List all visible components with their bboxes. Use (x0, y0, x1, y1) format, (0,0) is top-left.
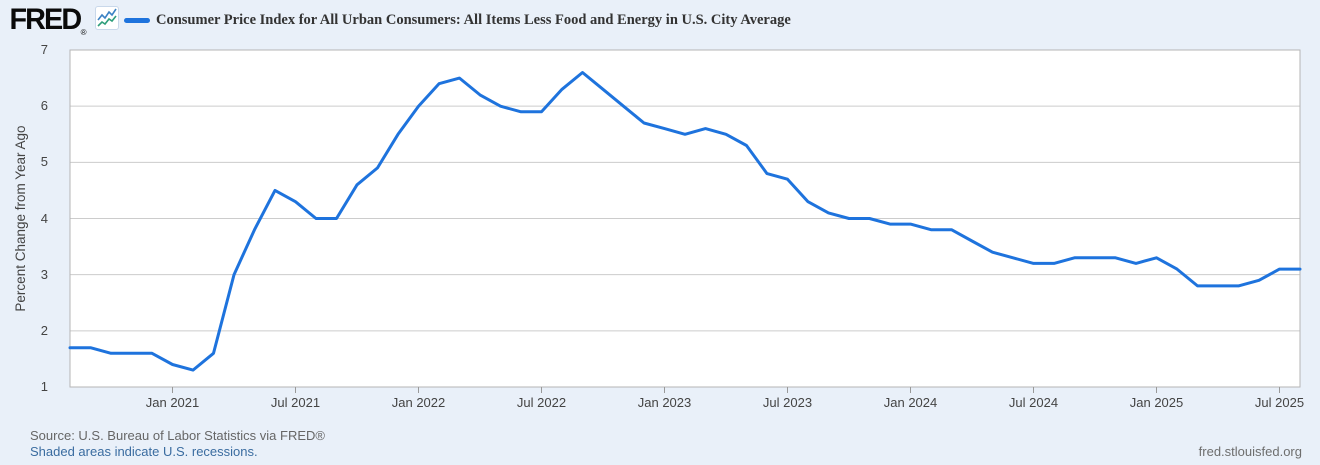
registered-trademark-symbol: ® (80, 28, 87, 37)
recession-shading-link[interactable]: Shaded areas indicate U.S. recessions. (30, 444, 258, 459)
fred-site-link[interactable]: fred.stlouisfed.org (1198, 444, 1302, 459)
series-title[interactable]: Consumer Price Index for All Urban Consu… (156, 12, 791, 28)
fred-logo-text: FRED (9, 3, 82, 36)
plot-border (69, 49, 1301, 388)
chart-footer: Source: U.S. Bureau of Labor Statistics … (0, 424, 1320, 465)
fred-logo[interactable]: FRED® (8, 3, 88, 37)
fred-sparkline-icon (95, 6, 119, 30)
fred-sparkline-icon-svg (97, 8, 117, 27)
chart-header: FRED® Consumer Price Index for All Urban… (0, 0, 1320, 44)
legend-line-icon (124, 18, 150, 23)
cpi-core-line-series (68, 71, 1302, 372)
source-attribution: Source: U.S. Bureau of Labor Statistics … (30, 428, 325, 443)
